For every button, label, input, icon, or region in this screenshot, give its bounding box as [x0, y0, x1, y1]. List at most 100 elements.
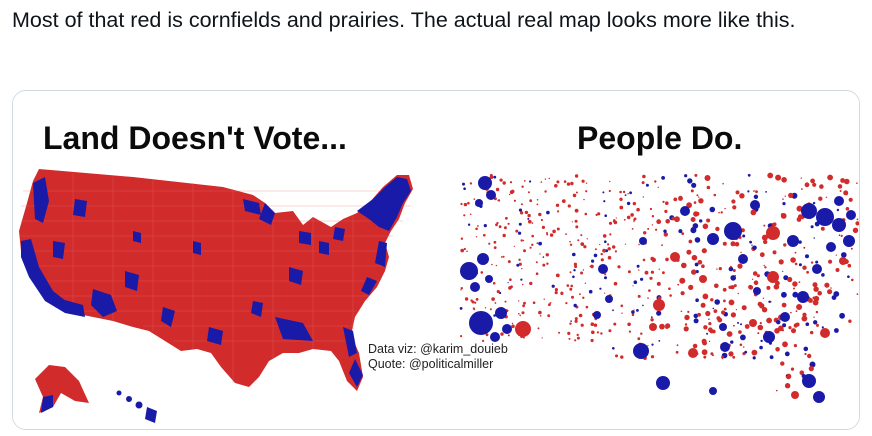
county-bubble [830, 287, 832, 289]
county-bubble [763, 264, 765, 267]
county-bubble [494, 302, 497, 304]
county-bubble [706, 185, 711, 190]
county-bubble [640, 332, 643, 335]
county-bubble [560, 291, 563, 293]
county-bubble [731, 199, 736, 204]
county-bubble [744, 350, 748, 354]
county-bubble [810, 330, 814, 335]
bubble-map-right [459, 172, 859, 403]
county-bubble [546, 210, 550, 215]
county-bubble [597, 212, 601, 216]
county-bubble [686, 202, 692, 209]
county-bubble [809, 361, 816, 368]
county-bubble [574, 265, 578, 269]
county-bubble [674, 216, 680, 223]
county-bubble [467, 223, 471, 226]
right-panel-title: People Do. [577, 120, 742, 156]
county-bubble [835, 268, 840, 272]
county-bubble [600, 258, 604, 262]
county-bubble [696, 194, 699, 197]
county-bubble [782, 202, 786, 206]
county-bubble [713, 309, 718, 313]
county-bubble [802, 265, 807, 270]
county-bubble [722, 287, 727, 292]
county-bubble [583, 198, 585, 201]
county-bubble [631, 313, 635, 316]
county-bubble [658, 340, 661, 342]
metro-bubble [802, 374, 816, 388]
county-bubble [733, 324, 735, 327]
county-bubble [496, 221, 499, 225]
county-bubble [662, 200, 665, 203]
county-bubble [467, 201, 470, 205]
county-bubble [785, 373, 792, 380]
county-bubble [676, 344, 679, 347]
county-bubble [604, 276, 607, 280]
metro-bubble [469, 311, 493, 335]
county-bubble [816, 323, 819, 327]
metro-bubble [486, 190, 496, 200]
county-bubble [624, 243, 627, 245]
county-bubble [613, 322, 617, 326]
county-bubble [651, 215, 655, 218]
county-bubble [680, 291, 685, 296]
county-bubble [679, 277, 686, 284]
county-bubble [678, 229, 683, 234]
county-bubble [528, 219, 532, 224]
county-bubble [591, 330, 595, 335]
county-bubble [801, 315, 808, 322]
county-bubble [626, 215, 631, 220]
county-bubble [538, 212, 542, 217]
county-bubble [677, 283, 680, 286]
county-bubble [577, 239, 580, 242]
county-bubble [561, 199, 566, 203]
metro-bubble [766, 226, 780, 240]
county-bubble [722, 241, 727, 246]
county-bubble [650, 318, 654, 322]
county-bubble [491, 297, 495, 301]
county-bubble [698, 198, 704, 204]
county-bubble [632, 285, 634, 287]
county-bubble [793, 344, 798, 348]
county-bubble [522, 336, 525, 339]
county-bubble [782, 341, 788, 348]
county-bubble [751, 349, 758, 356]
county-bubble [529, 246, 532, 249]
county-bubble [521, 311, 525, 315]
county-bubble [694, 262, 699, 267]
county-bubble [665, 257, 669, 262]
county-bubble [571, 221, 573, 223]
county-bubble [541, 337, 543, 339]
county-bubble [650, 270, 655, 274]
county-bubble [585, 190, 588, 193]
county-bubble [607, 255, 612, 260]
county-bubble [759, 303, 765, 309]
county-bubble [491, 263, 493, 266]
county-bubble [650, 355, 655, 359]
county-bubble [613, 281, 618, 286]
county-bubble [691, 254, 698, 261]
media-image[interactable]: Land Doesn't Vote... People Do. Data viz… [12, 90, 860, 430]
county-bubble [838, 234, 841, 236]
metro-bubble [680, 206, 690, 216]
county-bubble [574, 319, 578, 323]
county-bubble [470, 299, 473, 302]
county-bubble [813, 286, 819, 292]
county-bubble [813, 237, 815, 239]
county-bubble [531, 222, 534, 224]
metro-bubble [688, 348, 698, 358]
metro-bubble [787, 235, 799, 247]
county-bubble [511, 324, 515, 329]
metro-bubble [485, 275, 493, 283]
county-bubble [812, 182, 817, 187]
county-bubble [693, 318, 699, 324]
county-bubble [565, 302, 568, 305]
county-bubble [798, 240, 802, 244]
county-bubble [840, 234, 843, 237]
county-bubble [466, 250, 468, 253]
metro-bubble [490, 332, 500, 342]
county-bubble [808, 366, 814, 372]
county-bubble [710, 298, 714, 302]
county-bubble [813, 320, 818, 325]
county-bubble [544, 178, 547, 180]
